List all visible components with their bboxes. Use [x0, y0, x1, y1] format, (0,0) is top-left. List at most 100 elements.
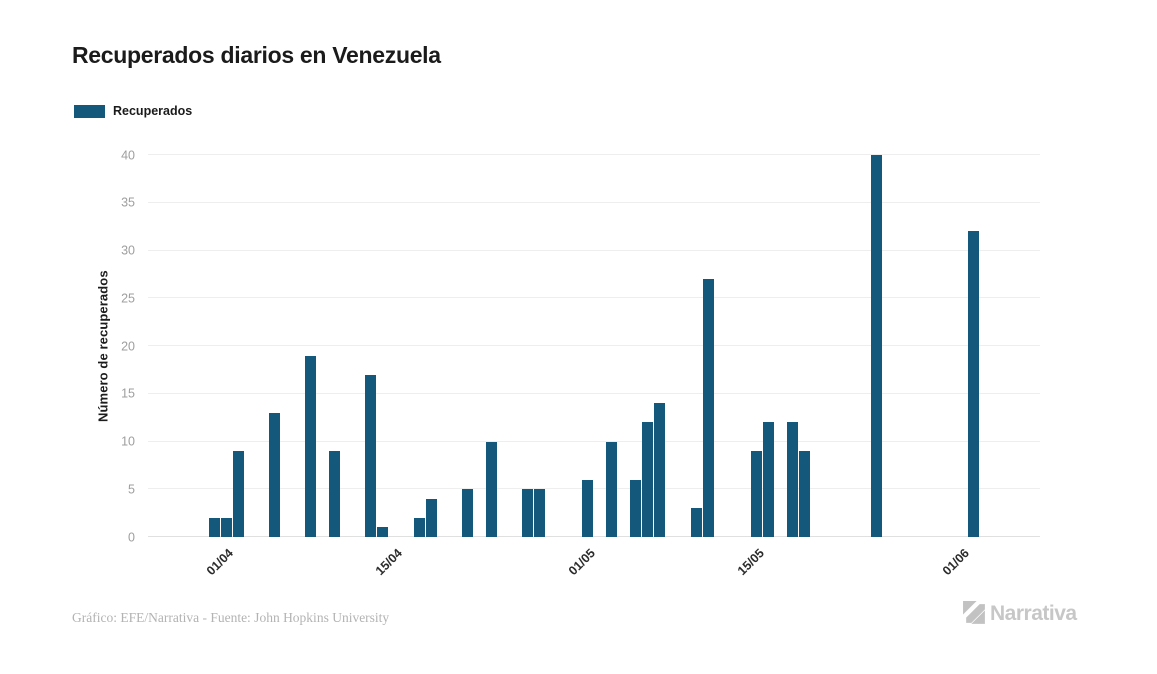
bar-slot-20/04 — [449, 155, 461, 537]
bar-slot-27/03 — [160, 155, 172, 537]
bar-slot-10/04 — [329, 155, 341, 537]
gridline-40 — [148, 154, 1040, 155]
bar-slot-22/05 — [835, 155, 847, 537]
gridline-20 — [148, 345, 1040, 346]
bar-slot-04/04 — [256, 155, 268, 537]
bar-slot-28/05 — [907, 155, 919, 537]
bar-slot-17/05 — [774, 155, 786, 537]
bar-17/04 — [413, 517, 425, 537]
bar-slot-22/04 — [473, 155, 485, 537]
bar-18/05 — [787, 422, 798, 537]
bar-slot-29/03 — [184, 155, 196, 537]
bar-slot-02/05 — [594, 155, 606, 537]
bar-06/05 — [642, 422, 654, 537]
chart-title: Recuperados diarios en Venezuela — [72, 42, 441, 68]
bar-slot-07/06 — [1027, 155, 1039, 537]
bar-slot-03/06 — [979, 155, 991, 537]
bar-slot-19/04 — [437, 155, 449, 537]
bar-slot-05/05 — [630, 155, 642, 537]
y-tick-label-15: 15 — [121, 386, 135, 401]
bar-slot-27/05 — [895, 155, 907, 537]
y-tick-label-25: 25 — [121, 291, 135, 305]
gridline-5 — [148, 488, 1040, 490]
legend-label: Recuperados — [113, 104, 193, 118]
bar-slot-12/04 — [353, 155, 365, 537]
bar-slot-21/05 — [823, 155, 835, 537]
legend-swatch-icon — [74, 104, 105, 118]
bar-slot-02/04 — [232, 155, 244, 537]
y-tick-label-30: 30 — [121, 243, 135, 258]
narrativa-logo: Narrativa — [962, 601, 1077, 626]
bar-05/04 — [268, 412, 280, 537]
legend: Recuperados — [74, 104, 192, 118]
bar-03/05 — [606, 441, 618, 537]
bar-slot-24/04 — [497, 155, 509, 537]
bar-slot-25/05 — [871, 155, 883, 537]
bar-slot-16/04 — [401, 155, 413, 537]
bar-21/04 — [461, 489, 473, 537]
plot-area — [148, 154, 1040, 537]
bar-07/05 — [654, 403, 666, 537]
x-tick-label-01/04: 01/04 — [204, 546, 237, 579]
bar-slot-16/05 — [762, 155, 774, 537]
bar-slot-31/05 — [943, 155, 955, 537]
bar-slot-24/05 — [859, 155, 871, 537]
bar-slot-01/04 — [220, 155, 232, 537]
bar-31/03 — [208, 517, 220, 537]
bar-11/05 — [702, 279, 714, 537]
bar-slot-13/05 — [726, 155, 738, 537]
bar-slot-06/04 — [281, 155, 293, 537]
y-tick-label-40: 40 — [121, 147, 135, 162]
bar-13/04 — [365, 374, 377, 537]
bar-02/04 — [232, 451, 244, 537]
x-tick-label-15/04: 15/04 — [372, 546, 405, 579]
bar-slot-26/05 — [883, 155, 895, 537]
bar-08/04 — [305, 355, 317, 537]
bar-slot-06/05 — [642, 155, 654, 537]
bar-slot-23/05 — [847, 155, 859, 537]
bar-26/04 — [521, 489, 533, 537]
gridline-0 — [148, 536, 1040, 537]
x-axis-labels: 01/04 15/04 01/05 15/05 01/06 — [148, 537, 1040, 607]
bar-10/04 — [329, 451, 341, 537]
bar-10/05 — [690, 508, 702, 537]
bar-slot-29/04 — [558, 155, 570, 537]
bar-02/06 — [967, 231, 979, 537]
bar-14/04 — [377, 527, 389, 537]
bar-slot-08/04 — [305, 155, 317, 537]
bar-slot-07/04 — [293, 155, 305, 537]
x-tick-label-01/06: 01/06 — [939, 546, 972, 579]
bar-slot-09/05 — [678, 155, 690, 537]
y-tick-label-20: 20 — [121, 338, 135, 353]
bar-slot-11/05 — [702, 155, 714, 537]
narrativa-logo-text: Narrativa — [990, 601, 1077, 625]
bar-slot-12/05 — [714, 155, 726, 537]
bar-slot-06/06 — [1015, 155, 1027, 537]
bar-slot-14/05 — [738, 155, 750, 537]
bar-slot-13/04 — [365, 155, 377, 537]
bar-slot-30/04 — [570, 155, 582, 537]
gridline-35 — [148, 201, 1040, 203]
bar-slot-19/05 — [799, 155, 811, 537]
bar-slot-07/05 — [654, 155, 666, 537]
bar-slot-28/04 — [546, 155, 558, 537]
bars — [148, 155, 1040, 537]
bar-18/04 — [425, 498, 437, 537]
bar-27/04 — [534, 489, 546, 537]
bar-slot-23/04 — [485, 155, 497, 537]
y-tick-label-10: 10 — [121, 434, 135, 449]
bar-slot-30/05 — [931, 155, 943, 537]
y-tick-label-0: 0 — [128, 529, 135, 544]
bar-slot-05/06 — [1003, 155, 1015, 537]
bar-slot-03/05 — [606, 155, 618, 537]
bar-slot-04/05 — [618, 155, 630, 537]
gridline-15 — [148, 392, 1040, 394]
bar-slot-11/04 — [341, 155, 353, 537]
x-tick-label-15/05: 15/05 — [734, 546, 767, 579]
bar-19/05 — [799, 451, 811, 537]
bar-slot-18/05 — [786, 155, 798, 537]
bar-slot-17/04 — [413, 155, 425, 537]
y-tick-label-5: 5 — [128, 482, 135, 496]
bar-05/05 — [630, 479, 642, 537]
bar-slot-30/03 — [196, 155, 208, 537]
